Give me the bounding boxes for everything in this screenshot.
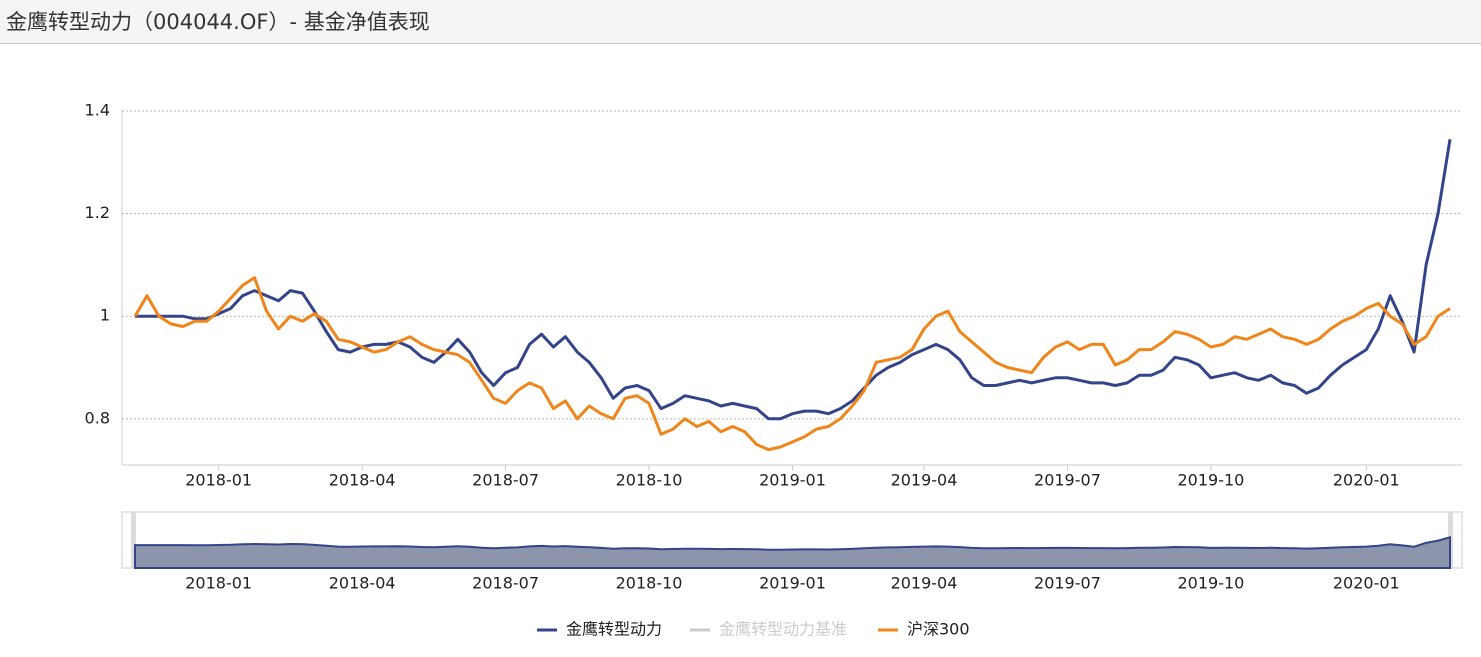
x-tick-label: 2018-01 bbox=[185, 471, 252, 490]
navigator-area bbox=[134, 535, 1451, 569]
navigator-tick-label: 2018-10 bbox=[616, 574, 683, 593]
navigator-tick-label: 2019-04 bbox=[891, 574, 958, 593]
series-line bbox=[133, 276, 1451, 452]
y-tick-label: 0.8 bbox=[85, 408, 110, 427]
legend-label[interactable]: 沪深300 bbox=[907, 620, 970, 639]
legend-label[interactable]: 金鹰转型动力 bbox=[566, 620, 662, 639]
navigator-handle[interactable] bbox=[131, 512, 136, 568]
x-tick-label: 2018-07 bbox=[472, 471, 539, 490]
legend-label[interactable]: 金鹰转型动力基准 bbox=[719, 620, 847, 639]
y-tick-label: 1.4 bbox=[85, 101, 110, 120]
series-line bbox=[135, 138, 1452, 421]
navigator-tick-label: 2020-01 bbox=[1333, 574, 1400, 593]
navigator-tick-label: 2019-01 bbox=[759, 574, 826, 593]
chart-title: 金鹰转型动力（004044.OF）- 基金净值表现 bbox=[6, 10, 430, 34]
x-tick-label: 2020-01 bbox=[1333, 471, 1400, 490]
navigator-tick-label: 2018-04 bbox=[329, 574, 396, 593]
header: 金鹰转型动力（004044.OF）- 基金净值表现 bbox=[0, 0, 1481, 44]
x-tick-label: 2018-04 bbox=[329, 471, 396, 490]
chart: 0.8 1 1.2 1.4 2018-01 2018-01 2018-04 2018-04 20… bbox=[8, 44, 1481, 653]
x-tick-label: 2019-10 bbox=[1177, 471, 1244, 490]
y-tick-label: 1 bbox=[100, 306, 110, 325]
navigator-tick-label: 2019-07 bbox=[1034, 574, 1101, 593]
x-tick-label: 2018-10 bbox=[616, 471, 683, 490]
navigator-tick-label: 2018-07 bbox=[472, 574, 539, 593]
x-tick-label: 2019-04 bbox=[891, 471, 958, 490]
x-tick-label: 2019-07 bbox=[1034, 471, 1101, 490]
navigator-tick-label: 2019-10 bbox=[1177, 574, 1244, 593]
navigator-tick-label: 2018-01 bbox=[185, 574, 252, 593]
x-tick-label: 2019-01 bbox=[759, 471, 826, 490]
y-tick-label: 1.2 bbox=[85, 203, 110, 222]
